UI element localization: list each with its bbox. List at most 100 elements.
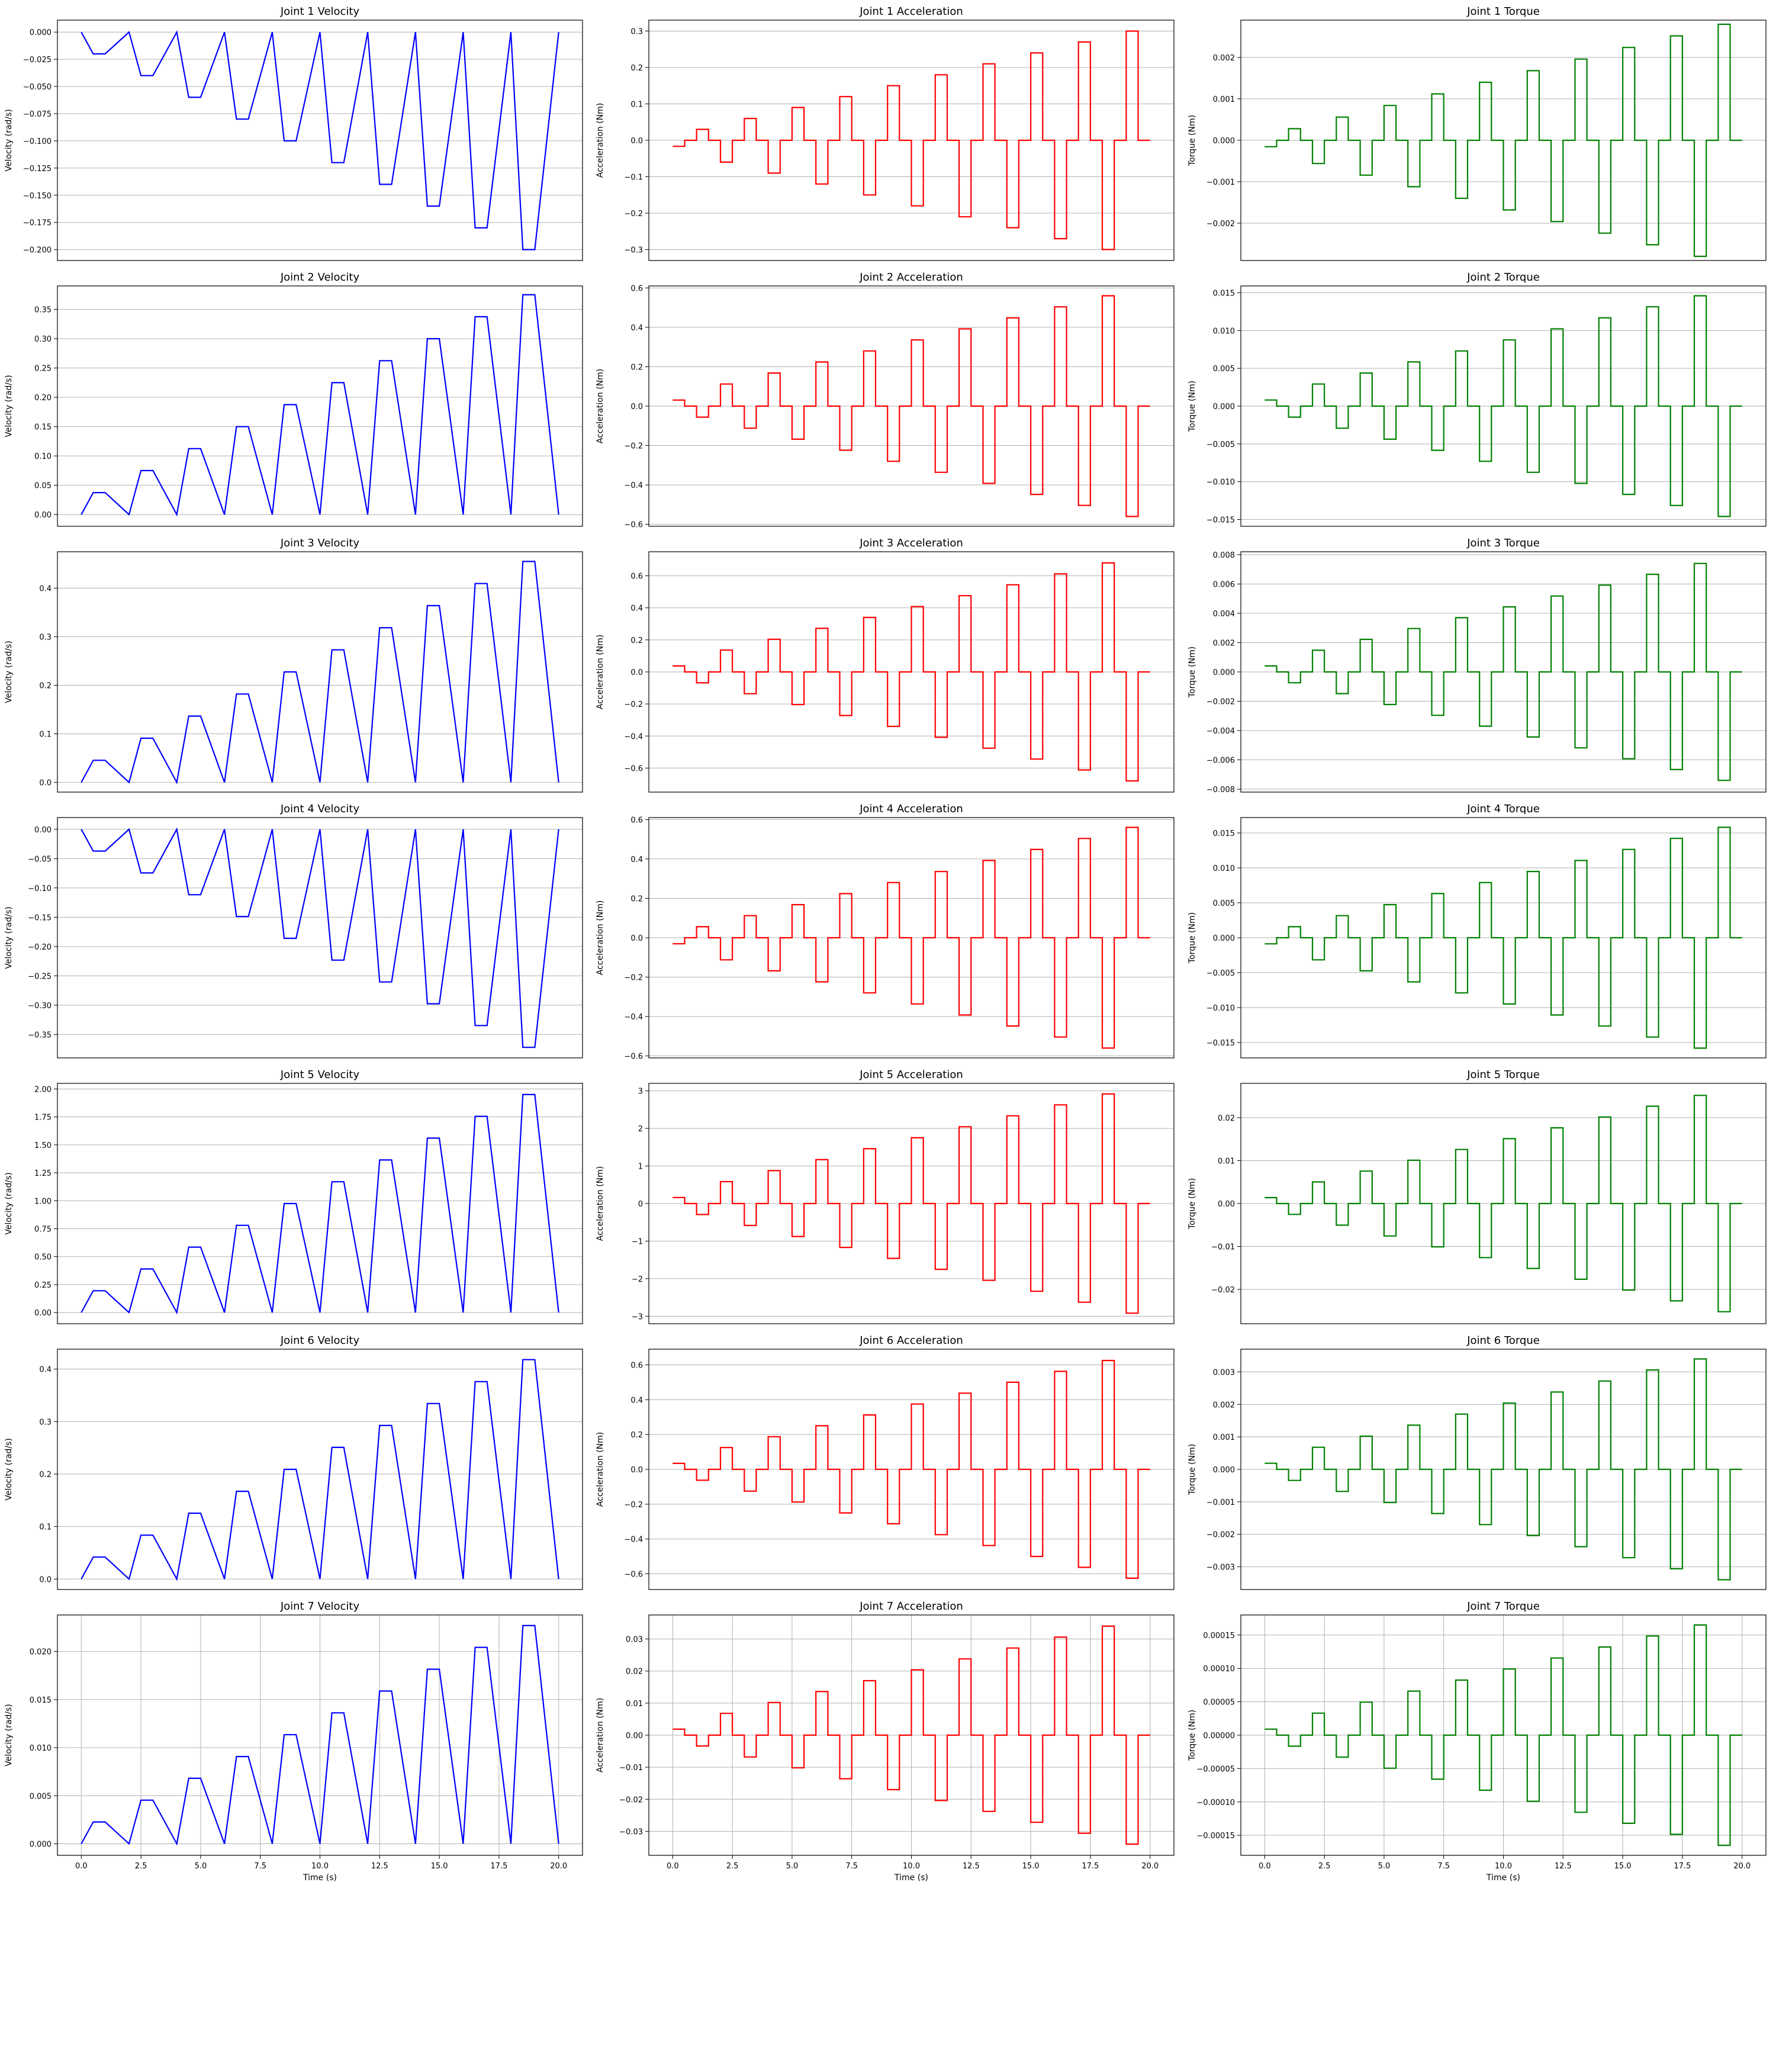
plot-frame: [1240, 20, 1767, 261]
y-axis-label: Velocity (rad/s): [4, 1704, 14, 1767]
x-tick-label: 17.5: [1674, 1862, 1691, 1871]
y-tick-label: 0.4: [630, 324, 643, 333]
y-tick-label: 0.000: [1213, 668, 1235, 677]
torque-series-line: [1265, 1095, 1742, 1312]
y-tick-label: −0.25: [28, 972, 52, 981]
y-tick-label: 0.2: [630, 636, 643, 645]
y-tick-label: −0.4: [624, 732, 643, 741]
y-tick-label: 0.0: [39, 1575, 52, 1584]
velocity-series-line: [81, 1359, 559, 1581]
subplot-title: Joint 6 Velocity: [280, 1334, 360, 1347]
y-axis-label: Acceleration (Nm): [596, 1698, 605, 1772]
y-tick-label: −0.200: [23, 246, 52, 255]
y-axis-label: Acceleration (Nm): [596, 1432, 605, 1507]
y-axis-label: Acceleration (Nm): [596, 1166, 605, 1241]
plot-frame: [648, 551, 1175, 793]
subplot-joint3-acceleration: Joint 3 Acceleration −0.6 −0.4 −0.2 0.0 0.2 0.…: [596, 537, 1175, 793]
y-tick-label: 0.4: [39, 585, 52, 594]
y-tick-label: −0.4: [624, 1013, 643, 1022]
y-tick-label: 0.2: [39, 682, 52, 691]
y-tick-label: 0.00: [1218, 1200, 1235, 1209]
plot-frame: [57, 1349, 583, 1590]
y-axis-label: Torque (Nm): [1188, 115, 1197, 166]
subplot-joint2-torque: Joint 2 Torque −0.015 −0.010 −0.005 0.000 0.0…: [1188, 271, 1767, 527]
plot-frame: [57, 1614, 583, 1856]
torque-series-line: [1265, 826, 1742, 1049]
y-tick-label: 0.2: [630, 64, 643, 73]
subplot-title: Joint 4 Acceleration: [859, 803, 963, 815]
y-tick-label: −0.010: [1206, 478, 1235, 487]
y-tick-label: 1.75: [34, 1114, 52, 1122]
x-tick-label: 0.0: [75, 1862, 88, 1871]
velocity-series-line: [81, 30, 559, 250]
x-tick-label: 20.0: [1141, 1862, 1159, 1871]
y-tick-label: −0.2: [624, 1501, 643, 1510]
y-tick-label: 0.0: [630, 934, 643, 943]
y-tick-label: −0.3: [624, 246, 643, 255]
plot-frame: [648, 20, 1175, 261]
y-tick-label: 0.10: [34, 452, 52, 461]
y-axis-label: Velocity (rad/s): [4, 906, 14, 969]
y-tick-label: 0.000: [30, 28, 52, 37]
y-tick-label: 0.003: [1213, 1368, 1235, 1377]
y-tick-label: 0.1: [39, 731, 52, 739]
plot-frame: [1240, 1349, 1767, 1590]
subplot-title: Joint 5 Acceleration: [859, 1069, 963, 1081]
y-tick-label: 0.6: [630, 572, 643, 581]
y-tick-label: 0.2: [39, 1471, 52, 1479]
y-tick-label: −0.002: [1206, 698, 1235, 707]
y-tick-label: 0.000: [1213, 403, 1235, 411]
y-tick-label: 0.00: [34, 1309, 52, 1318]
plot-frame: [648, 1083, 1175, 1324]
y-tick-label: 0.75: [34, 1225, 52, 1234]
subplot-title: Joint 3 Acceleration: [859, 537, 963, 549]
acceleration-series-line: [673, 1625, 1150, 1845]
velocity-series-line: [81, 1093, 559, 1315]
subplot-joint7-acceleration: Joint 7 Acceleration −0.03 −0.02 −0.01 0.00 0…: [596, 1600, 1175, 1883]
subplot-title: Joint 6 Torque: [1466, 1334, 1540, 1347]
x-tick-label: 15.0: [1022, 1862, 1040, 1871]
x-tick-label: 5.0: [1378, 1862, 1391, 1871]
y-tick-label: 0.005: [1213, 899, 1235, 908]
y-tick-label: 0.006: [1213, 580, 1235, 589]
subplot-title: Joint 7 Torque: [1466, 1600, 1540, 1613]
velocity-series-line: [81, 561, 559, 784]
velocity-series-line: [81, 1624, 559, 1846]
y-tick-label: −0.100: [23, 137, 52, 146]
subplot-joint7-velocity: Joint 7 Velocity0.0000.0050.0100.0150.02…: [4, 1600, 583, 1883]
subplot-joint3-velocity: Joint 3 Velocity 0.0 0.1 0.2 0.3 0.4 Velocity …: [4, 537, 583, 793]
y-tick-label: 0.3: [39, 633, 52, 642]
x-axis-label: Time (s): [894, 1873, 928, 1883]
subplot-title: Joint 2 Acceleration: [859, 271, 963, 284]
y-axis-label: Velocity (rad/s): [4, 641, 14, 703]
y-tick-label: 0.2: [630, 895, 643, 903]
y-tick-label: −0.002: [1206, 1531, 1235, 1540]
y-tick-label: −0.005: [1206, 440, 1235, 449]
y-axis-label: Torque (Nm): [1188, 1444, 1197, 1495]
x-tick-label: 5.0: [195, 1862, 207, 1871]
subplot-title: Joint 4 Torque: [1466, 803, 1540, 815]
x-tick-label: 12.5: [963, 1862, 980, 1871]
y-tick-label: 1.25: [34, 1169, 52, 1178]
y-tick-label: −0.00005: [1196, 1765, 1235, 1774]
subplot-joint1-torque: Joint 1 Torque −0.002 −0.001 0.000 0.001 0.00…: [1188, 5, 1767, 261]
y-tick-label: −0.10: [28, 884, 52, 893]
subplot-joint6-velocity: Joint 6 Velocity 0.0 0.1 0.2 0.3 0.4 Velocity …: [4, 1334, 583, 1590]
y-tick-label: 0.35: [34, 306, 52, 315]
y-tick-label: 0.00015: [1203, 1632, 1235, 1640]
y-tick-label: 0.01: [626, 1700, 643, 1709]
x-tick-label: 10.0: [903, 1862, 920, 1871]
y-tick-label: 2.00: [34, 1085, 52, 1094]
subplot-title: Joint 5 Velocity: [280, 1069, 360, 1081]
subplot-joint3-torque: Joint 3 Torque −0.008 −0.006 −0.004 −0.002 0.…: [1188, 537, 1767, 794]
y-tick-label: −0.20: [28, 943, 52, 952]
y-tick-label: 0.3: [39, 1418, 52, 1427]
y-tick-label: 0.00: [34, 826, 52, 835]
y-tick-label: 0.6: [630, 284, 643, 293]
y-tick-label: 0.3: [630, 27, 643, 36]
y-tick-label: 1.50: [34, 1141, 52, 1150]
y-tick-label: −0.1: [624, 173, 643, 182]
y-axis-label: Torque (Nm): [1188, 912, 1197, 964]
subplot-joint5-velocity: Joint 5 Velocity 0.00 0.25 0.50 0.75 1.00 1.25…: [4, 1069, 583, 1324]
